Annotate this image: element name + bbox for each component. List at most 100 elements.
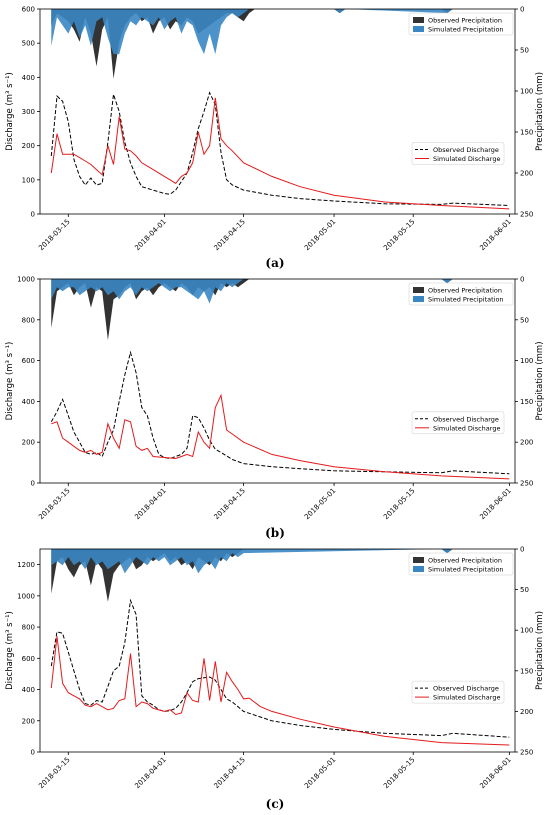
y-tick-label: 1200 [17,561,35,569]
x-tick-label: 2018-04-01 [133,756,167,790]
y-tick-label: 0 [31,480,35,488]
x-tick-label: 2018-04-01 [133,487,167,521]
y2-axis-label: Precipitation (mm) [535,341,545,420]
y-tick-label: 0 [31,211,35,219]
legend-label: Simulated Discharge [433,155,500,163]
x-tick-label: 2018-03-15 [37,756,71,790]
y2-tick-label: 200 [520,708,533,716]
discharge-line [50,598,510,738]
legend-label: Observed Precipitation [428,17,502,25]
y2-tick-label: 50 [520,586,529,594]
legend-label: Simulated Precipitation [428,26,504,34]
x-tick-label: 2018-05-15 [382,756,416,790]
x-tick-label: 2018-06-01 [478,218,512,252]
precipitation-area [51,9,453,55]
x-tick-label: 2018-04-15 [213,756,247,790]
legend-box [408,12,514,36]
chart-panel: 0 100 200 300 400 500 600 0 50 100 150 200 250 2018-0… [5,6,545,271]
y2-tick-label: 200 [520,170,533,178]
y2-tick-label: 100 [520,357,533,365]
y-axis-label: Discharge (m³ s⁻¹) [5,342,15,421]
y-tick-label: 800 [22,624,35,632]
y-tick-label: 500 [22,40,35,48]
x-tick-label: 2018-05-01 [303,756,337,790]
x-tick-label: 2018-03-15 [37,487,71,521]
legend-swatch [413,296,424,302]
y-tick-label: 400 [22,398,35,406]
y2-axis-label: Precipitation (mm) [535,611,545,690]
y-tick-label: 200 [22,717,35,725]
legend-label: Observed Precipitation [428,287,502,295]
legend-label: Observed Discharge [433,685,499,693]
y-tick-label: 1000 [17,592,35,600]
y2-tick-label: 250 [520,749,533,757]
y2-tick-label: 150 [520,129,533,137]
y-tick-label: 600 [22,357,35,365]
legend-box [408,282,514,306]
legend-box [411,142,505,165]
x-tick-label: 2018-03-15 [37,218,71,252]
y-tick-label: 100 [22,176,35,184]
y-tick-label: 200 [22,439,35,447]
y2-tick-label: 0 [520,276,524,284]
y-tick-label: 800 [22,316,35,324]
x-tick-label: 2018-05-01 [303,487,337,521]
precipitation-area [51,279,453,304]
x-tick-label: 2018-04-15 [213,218,247,252]
y2-tick-label: 50 [520,47,529,55]
precipitation-area [51,549,453,574]
y-tick-label: 200 [22,142,35,150]
legend-swatch [413,17,424,23]
legend-box [411,411,505,435]
legend-label: Observed Precipitation [428,557,502,565]
legend-label: Observed Discharge [433,146,499,154]
discharge-line [50,91,510,206]
panel-caption: (a) [265,256,284,270]
chart-panel: 0 200 400 600 800 1000 0 50 100 150 200 250 2018-03-… [5,276,545,541]
y2-tick-label: 50 [520,316,529,324]
plot-frame [39,548,516,753]
x-tick-label: 2018-05-15 [382,487,416,521]
discharge-line [50,636,510,746]
x-tick-label: 2018-05-15 [382,218,416,252]
y-axis-label: Discharge (m³ s⁻¹) [5,611,15,690]
legend-label: Observed Discharge [433,415,499,423]
legend-swatch [413,566,424,572]
y2-tick-label: 250 [520,211,533,219]
x-tick-label: 2018-06-01 [478,756,512,790]
y2-tick-label: 0 [520,6,524,14]
x-tick-label: 2018-05-01 [303,218,337,252]
y2-tick-label: 150 [520,667,533,675]
y-tick-label: 1000 [17,276,35,284]
legend-label: Simulated Precipitation [428,566,504,574]
panel-caption: (c) [266,797,285,811]
y2-tick-label: 100 [520,627,533,635]
y-tick-label: 600 [22,655,35,663]
precipitation-area [51,9,453,79]
chart-panel: 0 200 400 600 800 1000 1200 0 50 100 150 200 250 2018… [5,546,545,812]
discharge-line [50,97,510,210]
y-tick-label: 400 [22,74,35,82]
y2-tick-label: 0 [520,546,524,554]
y2-tick-label: 250 [520,480,533,488]
legend-label: Simulated Discharge [433,694,500,702]
y-tick-label: 300 [22,108,35,116]
legend-label: Simulated Precipitation [428,296,504,304]
discharge-line [50,350,510,475]
legend-swatch [413,26,424,32]
y2-tick-label: 100 [520,88,533,96]
legend-box [411,680,505,704]
y-tick-label: 0 [31,749,35,757]
plot-frame [39,278,516,484]
legend-swatch [413,557,424,563]
panel-caption: (b) [265,526,285,540]
legend-label: Simulated Discharge [433,424,500,432]
y2-tick-label: 200 [520,439,533,447]
y2-axis-label: Precipitation (mm) [535,72,545,151]
y-tick-label: 400 [22,686,35,694]
y-tick-label: 600 [22,6,35,14]
legend-box [408,552,514,576]
discharge-line [51,393,510,480]
x-tick-label: 2018-06-01 [478,487,512,521]
x-tick-label: 2018-04-15 [213,487,247,521]
